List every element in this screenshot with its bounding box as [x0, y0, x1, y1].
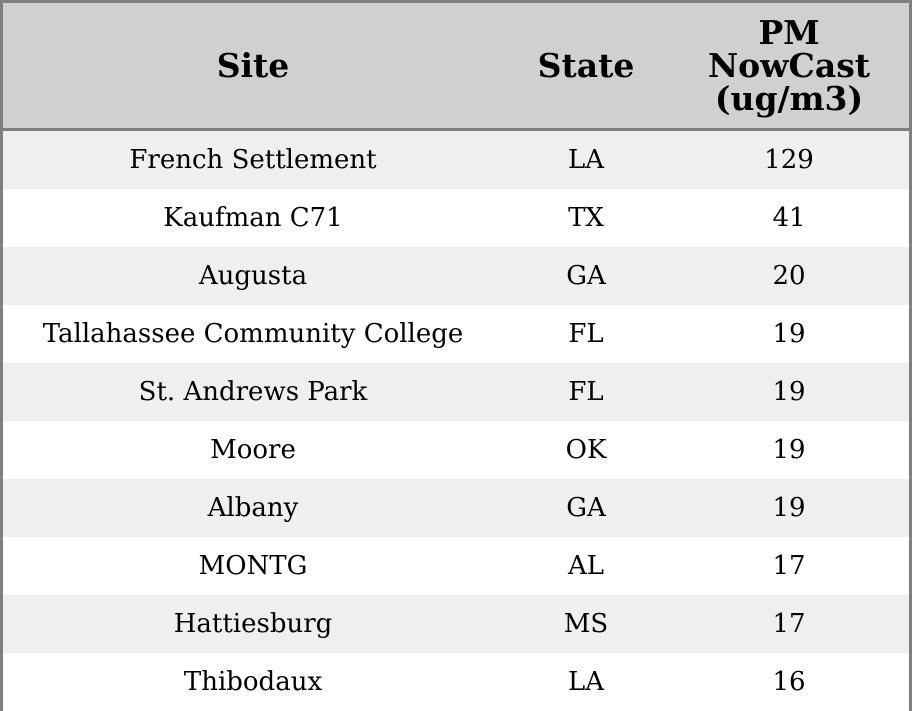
data-table: Site State PM NowCast (ug/m3) French Settl… [3, 3, 909, 711]
table-cell: Tallahassee Community College [3, 305, 503, 363]
table-cell: 16 [669, 653, 909, 711]
table-row: French Settlement LA 129 [3, 129, 909, 189]
table-cell: 20 [669, 247, 909, 305]
table-cell: St. Andrews Park [3, 363, 503, 421]
table-cell: OK [503, 421, 669, 479]
table-cell: AL [503, 537, 669, 595]
table-cell: 17 [669, 537, 909, 595]
table-cell: LA [503, 129, 669, 189]
header-row: Site State PM NowCast (ug/m3) [3, 3, 909, 131]
table-cell: Albany [3, 479, 503, 537]
table-row: Albany GA 19 [3, 479, 909, 537]
header-text: Site [216, 46, 290, 85]
table-cell: LA [503, 653, 669, 711]
table-row: Thibodaux LA 16 [3, 653, 909, 711]
table-cell: 19 [669, 479, 909, 537]
table-row: Tallahassee Community College FL 19 [3, 305, 909, 363]
table-row: Hattiesburg MS 17 [3, 595, 909, 653]
table-cell: FL [503, 363, 669, 421]
table-cell: 41 [669, 189, 909, 247]
table-head: Site State PM NowCast (ug/m3) [3, 3, 909, 131]
table-cell: Augusta [3, 247, 503, 305]
table-row: MONTG AL 17 [3, 537, 909, 595]
table-cell: 17 [669, 595, 909, 653]
header-text: State [537, 46, 635, 85]
table-cell: 19 [669, 305, 909, 363]
table-row: St. Andrews Park FL 19 [3, 363, 909, 421]
table-cell: Kaufman C71 [3, 189, 503, 247]
table-row: Moore OK 19 [3, 421, 909, 479]
table-cell: Hattiesburg [3, 595, 503, 653]
table-cell: 19 [669, 421, 909, 479]
table-cell: FL [503, 305, 669, 363]
table-cell: MS [503, 595, 669, 653]
table-cell: 19 [669, 363, 909, 421]
header-text: PM NowCast (ug/m3) [707, 13, 871, 118]
column-header: Site [3, 3, 503, 131]
table-cell: TX [503, 189, 669, 247]
table-row: Augusta GA 20 [3, 247, 909, 305]
column-header: PM NowCast (ug/m3) [669, 3, 909, 131]
column-header: State [503, 3, 669, 131]
table-row: Kaufman C71 TX 41 [3, 189, 909, 247]
table-cell: 129 [669, 129, 909, 189]
table-cell: GA [503, 247, 669, 305]
table-cell: French Settlement [3, 129, 503, 189]
table-body: French Settlement LA 129 Kaufman C71 TX 41 Aug… [3, 129, 909, 711]
table-cell: Moore [3, 421, 503, 479]
table-cell: Thibodaux [3, 653, 503, 711]
table-cell: GA [503, 479, 669, 537]
table-cell: MONTG [3, 537, 503, 595]
